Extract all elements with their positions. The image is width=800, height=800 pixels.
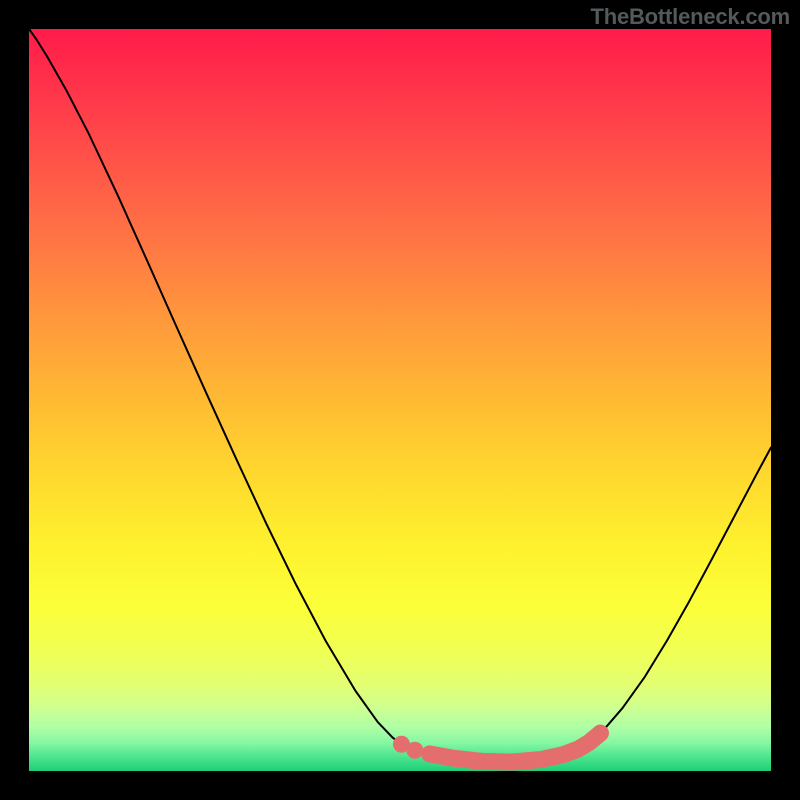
chart-background: [29, 29, 771, 771]
marker-dot: [406, 742, 423, 759]
marker-dot: [592, 725, 609, 742]
chart-stage: TheBottleneck.com: [0, 0, 800, 800]
bottleneck-chart: [0, 0, 800, 800]
watermark-text: TheBottleneck.com: [590, 4, 790, 30]
